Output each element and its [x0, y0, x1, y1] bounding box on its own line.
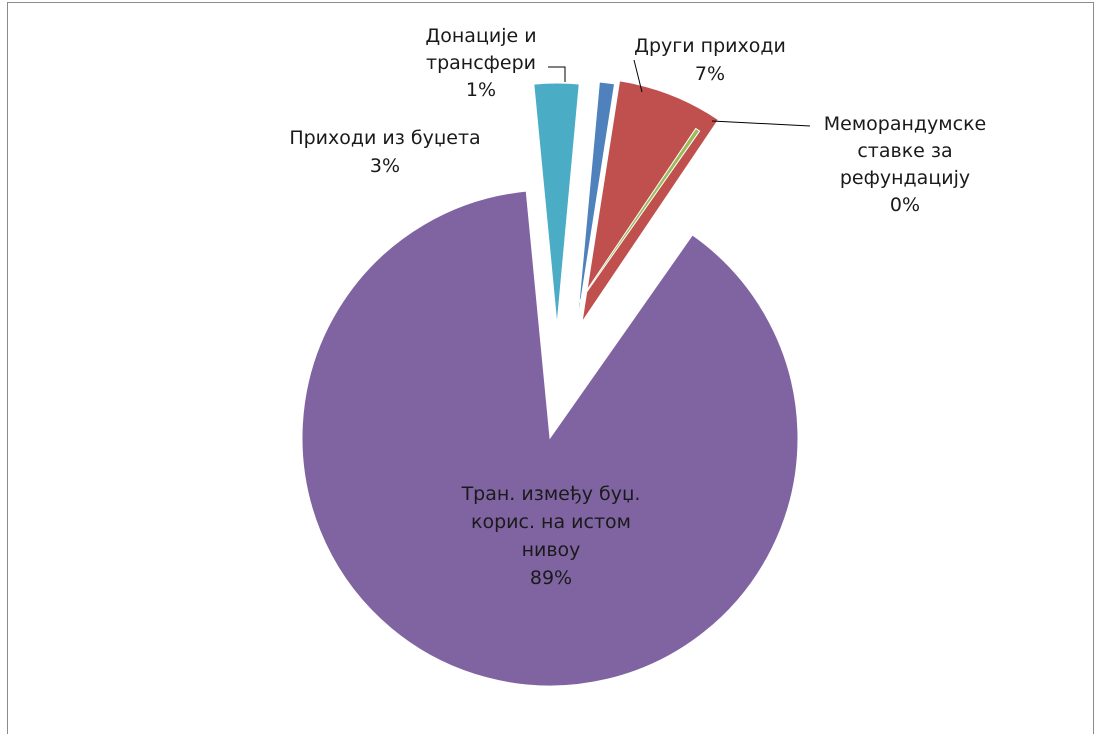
- label-memorand-line3: рефундацију: [840, 167, 970, 189]
- slice-prihodi-iz-budzeta: [533, 82, 580, 326]
- slice-memorandumske-stavke: [559, 127, 701, 331]
- slice-donacije-i-transferi: [576, 81, 616, 326]
- label-donacije-pct: 1%: [466, 79, 496, 101]
- leader-donacije: [548, 66, 566, 82]
- leader-memorandumske: [711, 120, 811, 127]
- label-tran-line2: корис. на истом: [471, 511, 631, 533]
- label-memorand-line2: ставке за: [857, 140, 952, 162]
- label-donacije-line2: трансфери: [426, 52, 536, 74]
- slice-tran-izmedju-budz-koris: [301, 190, 799, 687]
- data-labels: Тран. између буџ. корис. на истом нивоу …: [289, 25, 986, 589]
- label-tran-line1: Тран. између буџ.: [461, 483, 641, 505]
- label-drugi-pct: 7%: [695, 63, 725, 85]
- label-budzet-pct: 3%: [370, 155, 400, 177]
- label-tran-line3: нивоу: [522, 539, 581, 561]
- label-memorand-pct: 0%: [890, 194, 920, 216]
- leader-lines: [548, 59, 811, 127]
- label-donacije-line1: Донације и: [425, 25, 536, 47]
- slices-layer: [301, 80, 799, 687]
- label-memorand-line1: Меморандумске: [824, 113, 987, 135]
- leader-drugi: [633, 59, 643, 93]
- chart-frame: [7, 2, 1094, 734]
- label-tran-pct: 89%: [530, 567, 572, 589]
- label-budzet-line1: Приходи из буџета: [289, 127, 480, 149]
- label-drugi-line1: Други приходи: [634, 35, 786, 57]
